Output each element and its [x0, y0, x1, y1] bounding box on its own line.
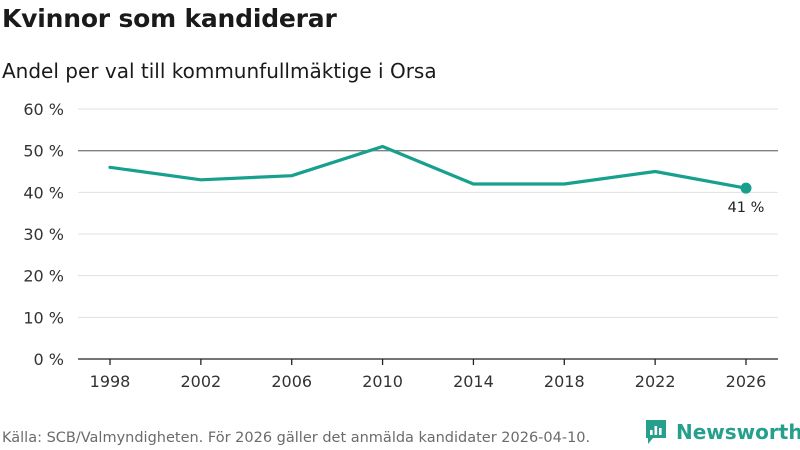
series: 41 % — [108, 144, 765, 216]
chart-title: Kvinnor som kandiderar — [2, 4, 337, 33]
y-tick-label: 0 % — [34, 350, 64, 369]
chart-subtitle: Andel per val till kommunfullmäktige i O… — [2, 59, 437, 83]
y-tick-label: 60 % — [23, 100, 64, 119]
newsworthy-icon — [646, 420, 666, 444]
series-line — [108, 144, 748, 190]
brand-logo: Newsworthy — [644, 419, 800, 445]
y-axis-ticks: 0 % 10 % 20 % 30 % 40 % 50 % 60 % — [23, 100, 64, 369]
line-chart: 0 % 10 % 20 % 30 % 40 % 50 % 60 % 1998 2002 2006… — [23, 100, 778, 391]
brand-name: Newsworthy — [676, 420, 800, 444]
x-tick-label: 2018 — [544, 372, 585, 391]
end-value-label: 41 % — [728, 200, 765, 216]
x-tick-label: 2006 — [271, 372, 312, 391]
y-tick-label: 30 % — [23, 225, 64, 244]
y-tick-label: 50 % — [23, 142, 64, 161]
y-tick-label: 10 % — [23, 308, 64, 327]
x-tick-label: 2014 — [453, 372, 494, 391]
x-tick-label: 1998 — [90, 372, 131, 391]
grid-lines — [78, 108, 778, 318]
x-tick-label: 2022 — [635, 372, 676, 391]
y-tick-label: 40 % — [23, 183, 64, 202]
x-tick-label: 2002 — [180, 372, 221, 391]
last-point-marker — [740, 182, 752, 194]
x-tick-label: 2010 — [362, 372, 403, 391]
source-note: Källa: SCB/Valmyndigheten. För 2026 gäll… — [2, 430, 591, 446]
x-axis: 1998 2002 2006 2010 2014 2018 2022 2026 — [78, 358, 778, 391]
x-tick-label: 2026 — [726, 372, 767, 391]
y-tick-label: 20 % — [23, 267, 64, 286]
